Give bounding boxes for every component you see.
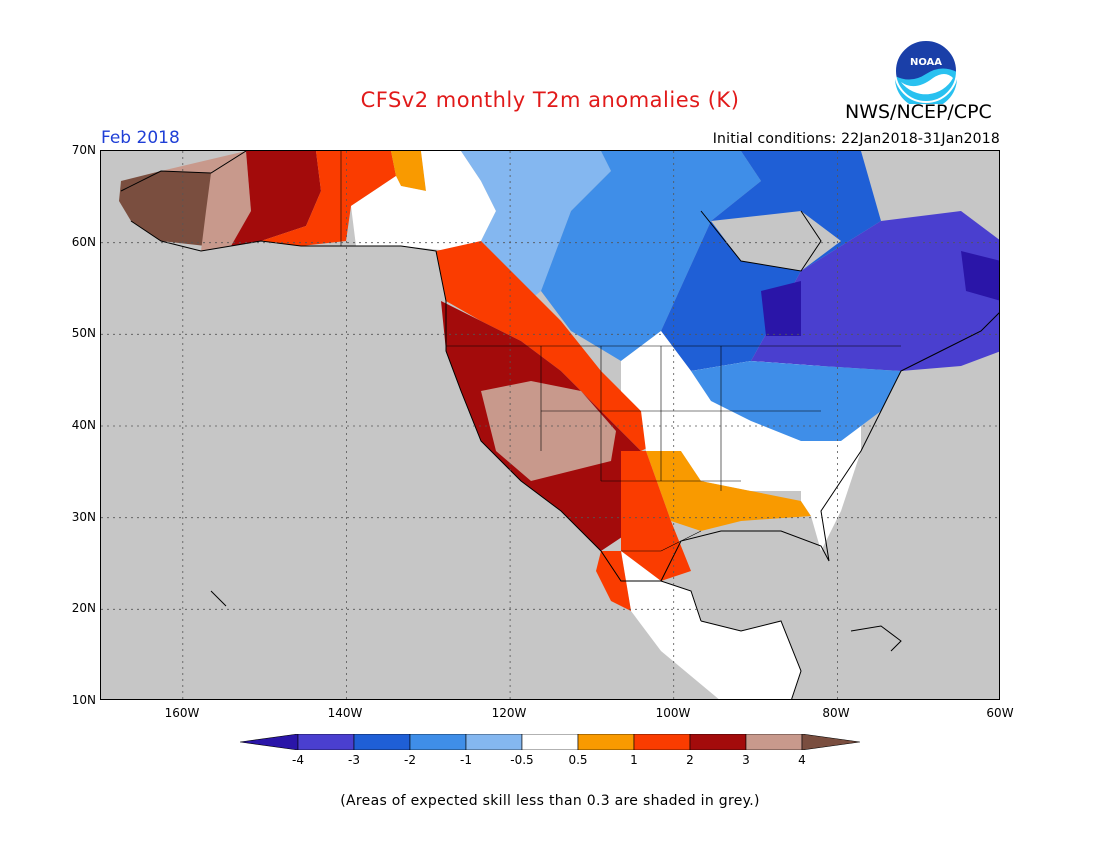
region-hudson-grey (711, 211, 841, 271)
init-conditions-label: Initial conditions: 22Jan2018-31Jan2018 (712, 131, 1000, 147)
colorbar-cell (297, 734, 355, 750)
region-northeast-blue (691, 361, 901, 441)
borders (340, 151, 901, 552)
coastlines (120, 151, 999, 699)
colorbar-label: -1 (460, 753, 472, 767)
region-quebec-darkpurple (761, 281, 801, 336)
lon-label: 80W (822, 706, 850, 720)
colorbar-cell (633, 734, 691, 750)
skill-footnote: (Areas of expected skill less than 0.3 a… (340, 793, 760, 809)
lat-label: 10N (71, 693, 96, 707)
colorbar-cell (689, 734, 747, 750)
colorbar-label: 2 (686, 753, 694, 767)
colorbar-cell (465, 734, 523, 750)
lat-label: 30N (71, 510, 96, 524)
anomaly-map (100, 150, 1000, 700)
region-mexico-white (621, 551, 801, 699)
colorbar-arrow-low (240, 734, 299, 750)
lat-label: 20N (71, 601, 96, 615)
region-southern-plains-orange (646, 451, 811, 531)
colorbar-label: -0.5 (510, 753, 534, 767)
lon-label: 140W (327, 706, 363, 720)
region-yukon-red (261, 151, 396, 246)
colorbar-arrow-high (801, 734, 860, 750)
colorbar-label: 1 (630, 753, 638, 767)
month-label: Feb 2018 (101, 128, 180, 148)
colorbar-label: -4 (292, 753, 304, 767)
region-canada-blue (541, 151, 761, 361)
map-canvas (101, 151, 999, 699)
colorbar-label: 4 (798, 753, 806, 767)
colorbar-label: -2 (404, 753, 416, 767)
lat-label: 50N (71, 326, 96, 340)
region-alaska-brown (119, 171, 216, 246)
region-nwcanada-white (351, 151, 496, 251)
lon-label: 160W (164, 706, 200, 720)
colorbar-cell (577, 734, 635, 750)
noaa-logo: NOAA (894, 39, 958, 104)
chart-title: CFSv2 monthly T2m anomalies (K) (360, 88, 740, 112)
region-greatbasin-rose (481, 381, 616, 481)
region-east-canada-purple (751, 211, 999, 371)
colorbar (240, 734, 860, 750)
colorbar-cell (353, 734, 411, 750)
region-yukon-orange (391, 151, 426, 191)
colorbar-label: 3 (742, 753, 750, 767)
colorbar-label: -3 (348, 753, 360, 767)
region-mexico-red (596, 551, 631, 611)
region-alaska-rose (161, 151, 251, 251)
region-labrador-darkpurple (961, 251, 999, 301)
logo-text: NOAA (910, 57, 942, 68)
lon-label: 120W (491, 706, 527, 720)
lat-label: 40N (71, 418, 96, 432)
region-alaska-darkred (231, 151, 321, 246)
lat-label: 70N (71, 143, 96, 157)
lon-label: 60W (986, 706, 1014, 720)
lat-label: 60N (71, 235, 96, 249)
colorbar-cell (745, 734, 803, 750)
lon-label: 100W (655, 706, 691, 720)
graticule (101, 151, 999, 699)
org-label: NWS/NCEP/CPC (845, 101, 992, 123)
colorbar-cell (409, 734, 467, 750)
colorbar-label: 0.5 (568, 753, 588, 767)
colorbar-cell (521, 734, 579, 750)
